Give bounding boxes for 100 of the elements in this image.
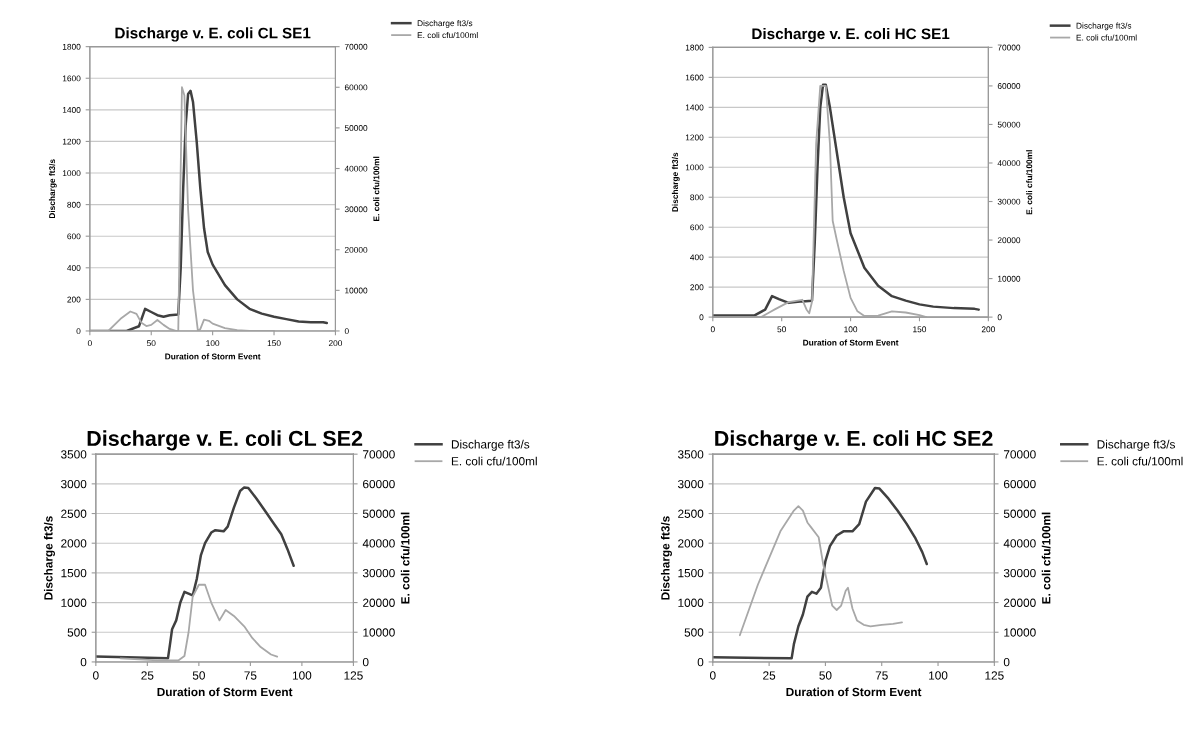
x-tick-label: 100: [844, 326, 858, 333]
chart-title: Discharge v. E. coli HC SE2: [715, 430, 993, 451]
y2-tick-label: 60000: [363, 479, 395, 489]
chart-title: Discharge v. E. coli HC SE1: [752, 27, 950, 43]
legend-label: E. coli cfu/100ml: [417, 31, 478, 39]
y2-tick-label: 60000: [1003, 479, 1036, 489]
y-tick-label: 3500: [677, 450, 704, 459]
y2-tick-label: 10000: [1004, 628, 1036, 637]
y2-tick-label: 10000: [345, 287, 368, 294]
x-tick-label: 75: [875, 671, 888, 680]
y-tick-label: 1000: [678, 598, 704, 607]
y2-tick-label: 10000: [363, 628, 395, 637]
y-tick-label: 3000: [677, 479, 704, 489]
legend-label: E. coli cfu/100ml: [451, 456, 537, 466]
x-tick-label: 150: [267, 340, 281, 347]
y-axis-title: Discharge ft3/s: [671, 152, 680, 212]
y-tick-label: 1200: [685, 134, 704, 141]
y-tick-label: 1600: [685, 74, 704, 81]
x-tick-label: 150: [913, 326, 927, 333]
y2-tick-label: 0: [1003, 657, 1010, 667]
x-tick-label: 0: [93, 671, 99, 680]
y2-tick-label: 50000: [362, 509, 395, 518]
y-tick-label: 600: [690, 224, 704, 231]
y2-tick-label: 40000: [997, 160, 1021, 167]
x-tick-label: 25: [141, 671, 154, 680]
y2-tick-label: 50000: [997, 121, 1021, 128]
y-tick-label: 800: [690, 194, 704, 201]
y-tick-label: 1500: [61, 568, 87, 578]
y-tick-label: 400: [690, 254, 704, 261]
y-tick-label: 0: [699, 314, 704, 321]
y-tick-label: 1800: [62, 43, 81, 50]
y2-tick-label: 0: [997, 314, 1002, 321]
legend-label: Discharge ft3/s: [417, 20, 473, 28]
y-tick-label: 0: [80, 657, 87, 667]
x-tick-label: 125: [344, 671, 363, 680]
x-axis-title: Duration of Storm Event: [165, 353, 261, 360]
x-tick-label: 100: [206, 340, 220, 347]
y2-tick-label: 70000: [997, 44, 1021, 51]
y-axis-title: Discharge ft3/s: [660, 516, 672, 600]
y2-axis-title: E. coli cfu/100ml: [400, 512, 410, 604]
y2-tick-label: 70000: [344, 43, 368, 50]
x-tick-label: 125: [985, 671, 1004, 680]
y2-tick-label: 40000: [362, 539, 395, 548]
y-axis-title: Discharge ft3/s: [48, 159, 57, 219]
y-tick-label: 3000: [61, 479, 87, 489]
y2-tick-label: 40000: [344, 165, 368, 172]
y-tick-label: 600: [67, 233, 81, 240]
x-tick-label: 0: [710, 326, 715, 333]
legend-label: Discharge ft3/s: [1076, 22, 1132, 31]
y2-tick-label: 30000: [362, 568, 395, 578]
y2-tick-label: 0: [362, 657, 369, 667]
x-tick-label: 50: [192, 671, 205, 680]
y-tick-label: 1500: [678, 568, 704, 578]
x-tick-label: 50: [819, 671, 832, 680]
x-tick-label: 25: [763, 671, 776, 680]
y2-tick-label: 50000: [344, 125, 368, 131]
y2-tick-label: 20000: [997, 237, 1021, 244]
y2-tick-label: 30000: [1003, 568, 1036, 578]
y-tick-label: 200: [67, 296, 81, 303]
y-tick-label: 200: [690, 284, 704, 291]
y2-tick-label: 30000: [344, 206, 368, 213]
y2-tick-label: 50000: [1003, 509, 1036, 518]
x-axis-title: Duration of Storm Event: [786, 687, 922, 697]
legend-label: E. coli cfu/100ml: [1097, 456, 1183, 466]
y2-axis-title: E. coli cfu/100ml: [373, 156, 380, 221]
y-tick-label: 2500: [61, 509, 87, 518]
x-tick-label: 200: [981, 326, 995, 333]
y-tick-label: 2000: [678, 539, 704, 548]
x-tick-label: 0: [87, 340, 92, 347]
y-tick-label: 1200: [62, 138, 81, 145]
x-tick-label: 50: [777, 326, 786, 333]
legend-label: Discharge ft3/s: [451, 439, 530, 451]
y-tick-label: 1400: [62, 107, 81, 113]
legend-label: E. coli cfu/100ml: [1076, 34, 1137, 41]
y2-tick-label: 10000: [998, 275, 1021, 282]
y-tick-label: 1600: [62, 75, 81, 82]
y2-tick-label: 30000: [997, 198, 1021, 205]
y-tick-label: 800: [67, 201, 81, 208]
y2-tick-label: 20000: [344, 246, 368, 253]
y2-tick-label: 20000: [363, 598, 395, 607]
chart-title: Discharge v. E. coli CL SE1: [115, 27, 311, 42]
legend-label: Discharge ft3/s: [1097, 439, 1175, 451]
y-axis-title: Discharge ft3/s: [43, 516, 55, 600]
y-tick-label: 2500: [678, 509, 704, 518]
y2-tick-label: 70000: [363, 450, 395, 459]
y2-tick-label: 60000: [344, 84, 368, 91]
y2-tick-label: 40000: [1003, 539, 1036, 548]
y-tick-label: 500: [684, 628, 704, 637]
chart-title: Discharge v. E. coli CL SE2: [87, 430, 363, 451]
y-tick-label: 1000: [62, 170, 81, 177]
y2-tick-label: 60000: [997, 83, 1021, 90]
y-tick-label: 1000: [685, 164, 704, 171]
y-tick-label: 2000: [61, 539, 87, 548]
x-tick-label: 100: [929, 671, 948, 680]
y-tick-label: 400: [67, 264, 81, 271]
x-axis-title: Duration of Storm Event: [803, 339, 899, 346]
x-tick-label: 200: [328, 340, 343, 347]
y-tick-label: 500: [67, 628, 87, 637]
x-tick-label: 75: [244, 671, 257, 680]
y2-tick-label: 70000: [1003, 450, 1036, 459]
